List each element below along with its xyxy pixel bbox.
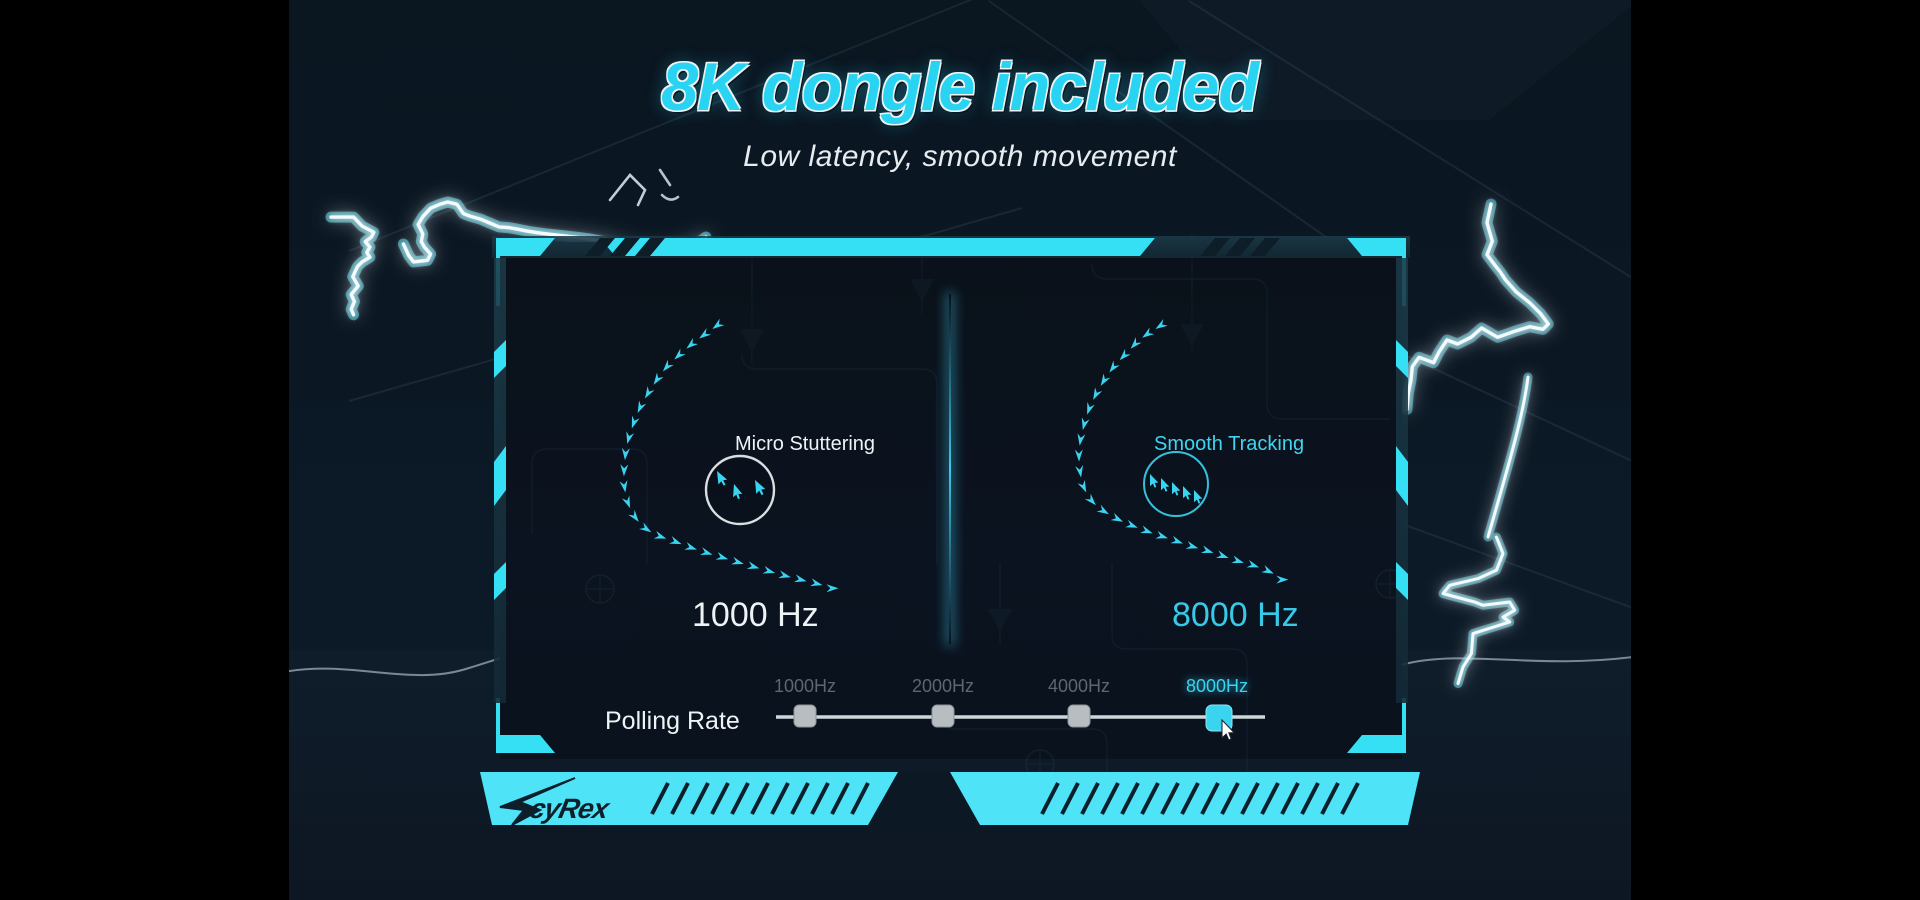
svg-text:cyRex: cyRex [527, 792, 613, 824]
